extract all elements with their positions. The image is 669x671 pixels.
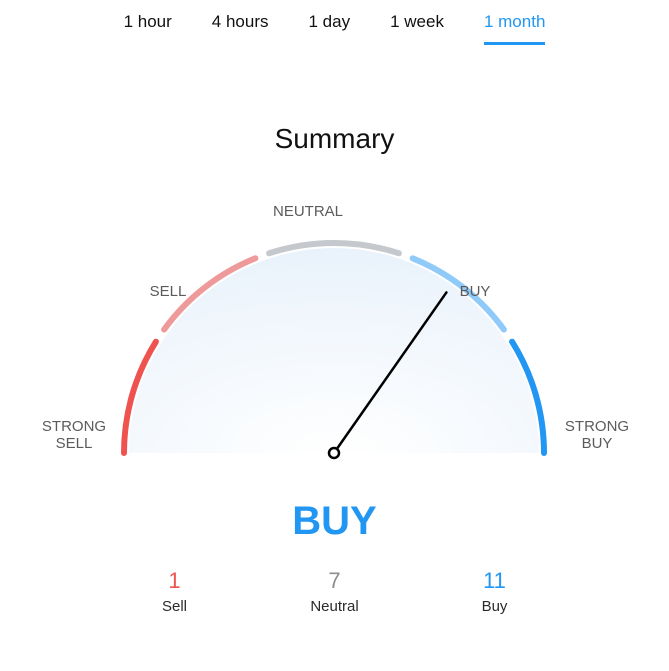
count-sell-value: 1: [140, 568, 210, 594]
count-neutral-label: Neutral: [300, 598, 370, 615]
count-neutral: 7 Neutral: [300, 568, 370, 615]
tab-1-day[interactable]: 1 day: [309, 12, 351, 45]
count-sell-label: Sell: [140, 598, 210, 615]
summary-gauge: STRONG SELL SELL NEUTRAL BUY STRONG BUY: [0, 173, 669, 493]
gauge-label-sell: SELL: [128, 283, 208, 300]
gauge-label-buy: BUY: [435, 283, 515, 300]
count-buy: 11 Buy: [460, 568, 530, 615]
verdict-text: BUY: [0, 499, 669, 544]
gauge-label-neutral: NEUTRAL: [268, 203, 348, 220]
signal-counts: 1 Sell 7 Neutral 11 Buy: [0, 568, 669, 615]
time-range-tabs: 1 hour 4 hours 1 day 1 week 1 month: [0, 0, 669, 45]
tab-1-week[interactable]: 1 week: [390, 12, 444, 45]
tab-1-hour[interactable]: 1 hour: [124, 12, 172, 45]
gauge-label-strong-sell: STRONG SELL: [34, 418, 114, 453]
count-sell: 1 Sell: [140, 568, 210, 615]
gauge-label-strong-buy: STRONG BUY: [557, 418, 637, 453]
count-buy-value: 11: [460, 568, 530, 594]
tab-4-hours[interactable]: 4 hours: [212, 12, 269, 45]
count-buy-label: Buy: [460, 598, 530, 615]
count-neutral-value: 7: [300, 568, 370, 594]
summary-title: Summary: [0, 123, 669, 155]
tab-1-month[interactable]: 1 month: [484, 12, 545, 45]
